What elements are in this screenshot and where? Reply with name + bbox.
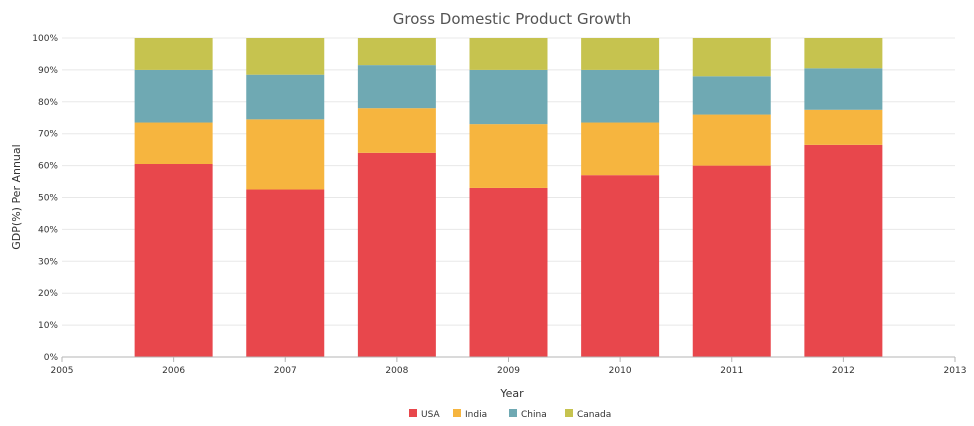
x-tick-label: 2007 (274, 366, 297, 376)
x-tick-label: 2006 (162, 366, 185, 376)
bar-segment-usa-2007[interactable] (246, 189, 325, 357)
y-tick-label: 0% (44, 353, 59, 363)
bar-segment-india-2007[interactable] (246, 119, 325, 190)
legend-item-canada[interactable]: Canada (565, 409, 611, 420)
legend-swatch (409, 409, 417, 417)
bar-segment-china-2007[interactable] (246, 74, 325, 120)
bar-segment-canada-2006[interactable] (134, 38, 213, 70)
bar-segment-india-2012[interactable] (804, 109, 883, 145)
legend-item-india[interactable]: India (453, 409, 487, 420)
bars (134, 38, 883, 357)
bar-segment-china-2009[interactable] (469, 69, 548, 125)
bar-segment-canada-2008[interactable] (357, 38, 436, 66)
bar-segment-usa-2012[interactable] (804, 144, 883, 357)
legend-swatch (453, 409, 461, 417)
chart-title: Gross Domestic Product Growth (393, 10, 632, 28)
bar-segment-china-2006[interactable] (134, 69, 213, 123)
bar-segment-usa-2010[interactable] (581, 175, 660, 357)
y-tick-label: 10% (38, 321, 58, 331)
y-tick-label: 40% (38, 225, 58, 235)
bar-segment-india-2006[interactable] (134, 122, 213, 165)
legend-label: India (465, 410, 487, 420)
x-tick-label: 2008 (385, 366, 408, 376)
x-tick-label: 2010 (609, 366, 632, 376)
bar-segment-india-2009[interactable] (469, 124, 548, 188)
x-tick-label: 2013 (944, 366, 967, 376)
legend-label: USA (421, 410, 440, 420)
y-tick-label: 70% (38, 130, 58, 140)
legend-label: China (521, 410, 547, 420)
y-axis-ticks: 0% 10% 20% 30% 40% 50% 60% 70% 80% 90% 100% (32, 34, 58, 363)
y-tick-label: 80% (38, 98, 58, 108)
x-tick-label: 2005 (51, 366, 74, 376)
bar-segment-canada-2011[interactable] (692, 38, 771, 77)
bar-segment-usa-2006[interactable] (134, 164, 213, 357)
x-axis-ticks: 2005 2006 2007 2008 2009 2010 2011 2012 2013 (51, 366, 967, 376)
y-tick-label: 90% (38, 66, 58, 76)
bar-segment-india-2011[interactable] (692, 114, 771, 166)
legend-item-china[interactable]: China (509, 409, 547, 420)
legend-label: Canada (577, 410, 611, 420)
bar-segment-usa-2008[interactable] (357, 152, 436, 357)
y-tick-label: 20% (38, 289, 58, 299)
bar-segment-china-2010[interactable] (581, 69, 660, 123)
x-tick-label: 2009 (497, 366, 520, 376)
x-tick-label: 2012 (832, 366, 855, 376)
bar-segment-usa-2009[interactable] (469, 187, 548, 357)
bar-segment-china-2008[interactable] (357, 65, 436, 109)
legend-swatch (565, 409, 573, 417)
y-tick-label: 50% (38, 194, 58, 204)
bar-segment-india-2008[interactable] (357, 108, 436, 153)
bar-segment-canada-2007[interactable] (246, 38, 325, 75)
y-axis-title: GDP(%) Per Annual (10, 144, 23, 249)
x-axis-title: Year (499, 387, 524, 400)
bar-segment-canada-2010[interactable] (581, 38, 660, 70)
axes (61, 356, 956, 362)
legend: USA India China Canada (409, 409, 611, 420)
bar-segment-canada-2012[interactable] (804, 38, 883, 69)
bar-segment-india-2010[interactable] (581, 122, 660, 176)
legend-swatch (509, 409, 517, 417)
x-tick-label: 2011 (720, 366, 743, 376)
y-tick-label: 60% (38, 162, 58, 172)
legend-item-usa[interactable]: USA (409, 409, 440, 420)
bar-segment-usa-2011[interactable] (692, 165, 771, 357)
bar-segment-china-2012[interactable] (804, 68, 883, 110)
bar-segment-canada-2009[interactable] (469, 38, 548, 70)
y-tick-label: 100% (32, 34, 58, 44)
bar-segment-china-2011[interactable] (692, 76, 771, 115)
y-tick-label: 30% (38, 257, 58, 267)
